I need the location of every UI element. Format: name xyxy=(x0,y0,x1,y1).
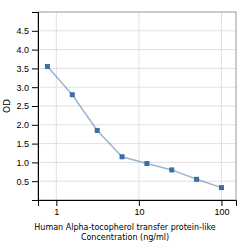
grid-line xyxy=(38,68,236,69)
point xyxy=(45,64,50,69)
tick-mark xyxy=(32,162,38,163)
tick: 100 xyxy=(214,200,229,217)
point xyxy=(144,161,149,166)
tick: 3.5 xyxy=(16,64,38,74)
tick-mark xyxy=(221,200,222,206)
y-axis-title: OD xyxy=(2,99,12,113)
tick: 4.5 xyxy=(16,26,38,36)
tick: 1 xyxy=(54,200,59,217)
tick-mark xyxy=(32,125,38,126)
point xyxy=(169,167,174,172)
axis-domain xyxy=(32,13,39,201)
tick-mark xyxy=(139,200,140,206)
tick-mark xyxy=(32,31,38,32)
tick-label: 0.5 xyxy=(16,177,29,187)
grid-line xyxy=(38,49,236,50)
grid-line xyxy=(38,181,236,182)
point xyxy=(70,92,75,97)
tick-mark xyxy=(32,106,38,107)
grid-line xyxy=(38,106,236,107)
tick: 4.0 xyxy=(16,45,38,55)
point xyxy=(219,185,224,190)
grid-line xyxy=(38,124,236,125)
tick-mark xyxy=(32,50,38,51)
tick: 2.0 xyxy=(16,120,38,130)
tick-mark xyxy=(32,181,38,182)
tick-label: 4.0 xyxy=(16,45,29,55)
grid xyxy=(38,12,236,200)
point xyxy=(194,177,199,182)
grid-line xyxy=(38,143,236,144)
point xyxy=(95,128,100,133)
data-group xyxy=(45,64,224,190)
tick-label: 1.0 xyxy=(16,158,29,168)
grid-line xyxy=(38,87,236,88)
x-axis: 1 10 100 xyxy=(39,200,237,217)
tick-label: 3.0 xyxy=(16,83,29,93)
tick-label: 10 xyxy=(134,207,144,217)
tick-label: 2.0 xyxy=(16,120,29,130)
tick-label: 4.5 xyxy=(16,26,29,36)
tick: 10 xyxy=(134,200,144,217)
plot-area: 1 10 100 0.5 1.0 1.5 2.0 2.5 3.0 3.5 4.0 4.5 xyxy=(16,12,236,217)
point xyxy=(120,154,125,159)
plot-frame xyxy=(38,12,236,200)
chart: 1 10 100 0.5 1.0 1.5 2.0 2.5 3.0 3.5 4.0 4.5 Human A… xyxy=(0,0,250,250)
tick-mark xyxy=(32,68,38,69)
tick-label: 1.5 xyxy=(16,139,29,149)
tick: 2.5 xyxy=(16,101,38,111)
tick: 0.5 xyxy=(16,177,38,187)
tick-label: 2.5 xyxy=(16,101,29,111)
tick: 1.0 xyxy=(16,158,38,168)
tick-mark xyxy=(32,87,38,88)
axis-domain xyxy=(39,201,237,207)
tick-label: 1 xyxy=(54,207,59,217)
tick-mark xyxy=(56,200,57,206)
tick-label: 100 xyxy=(214,207,229,217)
grid-line xyxy=(38,162,236,163)
tick: 3.0 xyxy=(16,83,38,93)
y-axis: 0.5 1.0 1.5 2.0 2.5 3.0 3.5 4.0 4.5 xyxy=(16,13,38,201)
grid-line xyxy=(38,30,236,31)
tick-label: 3.5 xyxy=(16,64,29,74)
line xyxy=(47,67,221,188)
tick: 1.5 xyxy=(16,139,38,149)
x-axis-title: Human Alpha-tocopherol transfer protein-… xyxy=(34,223,215,242)
tick-mark xyxy=(32,144,38,145)
